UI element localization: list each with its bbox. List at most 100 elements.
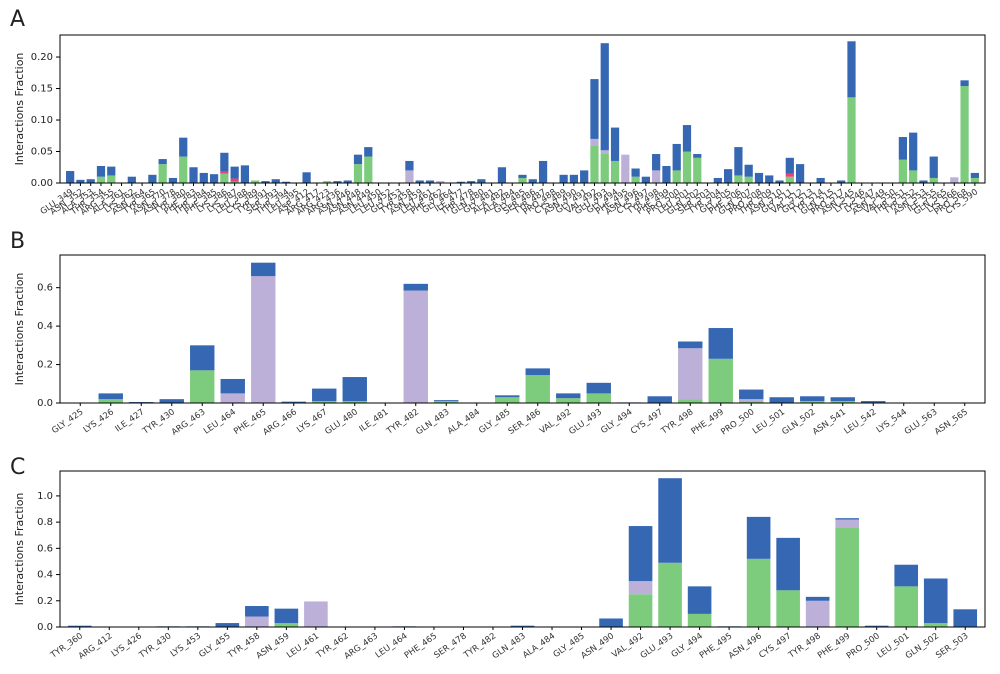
bar-segment — [477, 179, 486, 183]
bar-segment — [909, 132, 918, 171]
bar-segment — [898, 159, 908, 183]
bar-segment — [230, 166, 239, 179]
bar-segment — [960, 80, 969, 87]
x-tick-label: GLN_502 — [780, 407, 817, 437]
bar-segment — [333, 181, 342, 183]
bar-segment — [785, 176, 794, 183]
bar-segment — [281, 181, 291, 183]
x-tick-label: SER_478 — [432, 631, 468, 661]
bar-segment — [805, 596, 830, 601]
bar-segment — [209, 174, 219, 183]
bar-segment — [776, 590, 800, 627]
x-tick-label: GLU_480 — [323, 407, 360, 437]
y-tick-label: 1.0 — [37, 491, 53, 502]
bar-segment — [682, 125, 692, 152]
bar-segment — [190, 345, 215, 371]
bar-segment — [434, 400, 459, 402]
bar-segment — [898, 137, 908, 160]
bar-segment — [343, 180, 352, 183]
bar-segment — [159, 399, 184, 403]
x-tick-label: TYR_498 — [659, 407, 696, 437]
bar-segment — [158, 159, 167, 165]
bar-segment — [769, 397, 794, 403]
bar-segment — [107, 175, 116, 183]
bar-segment — [830, 401, 855, 403]
bar-segment — [953, 609, 978, 627]
bar-segment — [179, 137, 188, 157]
bar-segment — [586, 382, 611, 394]
x-tick-label: PRO_500 — [845, 631, 882, 661]
x-tick-label: SER_503 — [934, 631, 970, 661]
bar-segment — [456, 181, 465, 183]
bar-segment — [600, 150, 609, 154]
plot-frame — [59, 254, 986, 404]
bar-segment — [67, 625, 92, 627]
x-tick-label: SER_486 — [507, 407, 543, 437]
y-tick-label: 0.20 — [31, 52, 53, 63]
bar-segment — [245, 606, 269, 617]
bar-segment — [800, 396, 825, 402]
bar-segment — [556, 398, 581, 403]
bar-segment — [970, 172, 979, 178]
x-tick-label: LEU_464 — [202, 407, 238, 436]
bar-segment — [847, 97, 856, 183]
bar-segment — [86, 179, 95, 183]
bar-segment — [168, 177, 178, 183]
bar-segment — [525, 368, 550, 376]
y-tick-label: 0.05 — [31, 147, 53, 158]
bar-segment — [658, 478, 682, 563]
bar-segment — [251, 180, 260, 183]
bar-segment — [960, 86, 969, 183]
y-tick-label: 0.6 — [37, 283, 53, 294]
bar-segment — [950, 177, 959, 183]
bar-segment — [304, 601, 328, 627]
bar-segment — [251, 276, 276, 403]
bar-segment — [559, 174, 568, 183]
bar-segment — [215, 623, 240, 627]
bar-segment — [538, 160, 548, 183]
bar-segment — [96, 165, 106, 177]
bar-segment — [830, 397, 855, 402]
bar-segment — [672, 170, 681, 183]
bar-segment — [970, 177, 979, 183]
y-tick-label: 0.6 — [37, 543, 53, 554]
bar-segment — [795, 164, 805, 183]
panel-label: B — [10, 229, 25, 254]
bar-segment — [220, 393, 245, 403]
x-tick-label: GLU_493 — [639, 631, 676, 661]
plot-frame — [59, 470, 986, 628]
bar-segment — [312, 401, 337, 403]
y-tick-label: 0.00 — [31, 178, 53, 189]
x-tick-label: CYS_497 — [757, 631, 793, 660]
bar-segment — [220, 378, 245, 394]
y-tick-label: 0.8 — [37, 517, 53, 528]
bar-segment — [628, 526, 653, 582]
bar-segment — [271, 179, 280, 183]
bar-segment — [739, 389, 764, 400]
bar-segment — [405, 160, 414, 171]
x-tick-label: GLY_455 — [197, 631, 232, 660]
bar-segment — [600, 153, 609, 183]
bar-segment — [744, 176, 753, 183]
bar-segment — [652, 170, 661, 183]
bar-segment — [785, 173, 794, 177]
y-axis-label: Interactions Fraction — [13, 53, 26, 166]
bar-segment — [754, 172, 764, 183]
x-tick-label: ARG_463 — [170, 407, 208, 437]
bar-segment — [672, 143, 681, 171]
bar-segment — [364, 156, 373, 183]
bar-segment — [837, 180, 846, 183]
bar-segment — [342, 401, 367, 403]
x-tick-label: LEU_461 — [285, 631, 321, 660]
bar-segment — [816, 177, 825, 183]
panel-label: C — [10, 455, 25, 480]
bar-segment — [312, 388, 337, 402]
bar-segment — [199, 172, 208, 183]
y-axis-label: Interactions Fraction — [13, 493, 26, 606]
panel-label: A — [10, 7, 25, 32]
bar-segment — [687, 586, 712, 614]
bar-segment — [923, 578, 948, 624]
bar-segment — [302, 172, 311, 183]
bar-segment — [353, 154, 363, 165]
